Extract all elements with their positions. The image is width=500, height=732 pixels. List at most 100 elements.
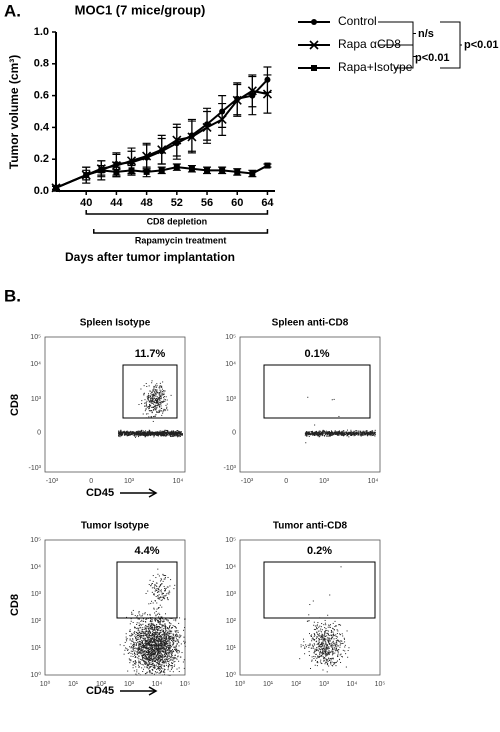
event-dot bbox=[313, 650, 315, 652]
event-dot bbox=[158, 635, 160, 637]
event-dot bbox=[141, 647, 143, 649]
event-dot bbox=[160, 667, 162, 669]
bracket bbox=[440, 21, 462, 69]
event-dot bbox=[156, 410, 158, 412]
event-dot bbox=[166, 657, 168, 659]
event-dot bbox=[159, 431, 161, 433]
event-dot bbox=[340, 653, 342, 655]
event-dot bbox=[118, 433, 120, 435]
event-dot bbox=[154, 667, 156, 669]
event-dot bbox=[313, 621, 315, 623]
event-dot bbox=[172, 434, 174, 436]
event-dot bbox=[159, 400, 161, 402]
event-dot bbox=[127, 649, 129, 651]
event-dot bbox=[305, 433, 307, 435]
event-dot bbox=[153, 397, 155, 399]
event-dot bbox=[150, 602, 152, 604]
event-dot bbox=[149, 613, 151, 615]
event-dot bbox=[153, 400, 155, 402]
event-dot bbox=[329, 434, 331, 436]
event-dot bbox=[168, 664, 170, 666]
event-dot bbox=[145, 433, 147, 435]
event-dot bbox=[152, 389, 154, 391]
event-dot bbox=[334, 620, 336, 622]
event-dot bbox=[170, 659, 172, 661]
event-dot bbox=[172, 431, 174, 433]
event-dot bbox=[164, 642, 166, 644]
event-dot bbox=[153, 635, 155, 637]
tick-label: 10¹ bbox=[263, 681, 274, 688]
event-dot bbox=[181, 652, 183, 654]
event-dot bbox=[361, 432, 363, 434]
event-dot bbox=[133, 433, 135, 435]
event-dot bbox=[145, 383, 147, 385]
tick-label: 0 bbox=[37, 430, 41, 437]
event-dot bbox=[138, 672, 140, 674]
event-dot bbox=[364, 432, 366, 434]
event-dot bbox=[319, 644, 321, 646]
event-dot bbox=[154, 641, 156, 643]
event-dot bbox=[171, 651, 173, 653]
event-dot bbox=[162, 630, 164, 632]
event-dot bbox=[158, 628, 160, 630]
event-dot bbox=[162, 648, 164, 650]
event-dot bbox=[158, 647, 160, 649]
event-dot bbox=[155, 610, 157, 612]
event-dot bbox=[135, 636, 137, 638]
event-dot bbox=[175, 635, 177, 637]
event-dot bbox=[156, 637, 158, 639]
event-dot bbox=[166, 619, 168, 621]
event-dot bbox=[160, 410, 162, 412]
event-dot bbox=[154, 619, 156, 621]
event-dot bbox=[325, 646, 327, 648]
event-dot bbox=[309, 434, 311, 436]
event-dot bbox=[143, 385, 145, 387]
event-dot bbox=[144, 628, 146, 630]
event-dot bbox=[159, 584, 161, 586]
event-dot bbox=[161, 659, 163, 661]
event-dot bbox=[175, 433, 177, 435]
event-dot bbox=[353, 433, 355, 435]
event-dot bbox=[150, 648, 152, 650]
event-dot bbox=[164, 645, 166, 647]
event-dot bbox=[136, 638, 138, 640]
event-dot bbox=[337, 649, 339, 651]
event-dot bbox=[324, 645, 326, 647]
event-dot bbox=[344, 641, 346, 643]
event-dot bbox=[177, 431, 179, 433]
event-dot bbox=[305, 646, 307, 648]
event-dot bbox=[152, 631, 154, 633]
event-dot bbox=[331, 644, 333, 646]
event-dot bbox=[140, 434, 142, 436]
event-dot bbox=[153, 594, 155, 596]
event-dot bbox=[176, 431, 178, 433]
event-dot bbox=[318, 435, 320, 437]
event-dot bbox=[151, 644, 153, 646]
event-dot bbox=[361, 434, 363, 436]
event-dot bbox=[129, 662, 131, 664]
event-dot bbox=[163, 595, 165, 597]
event-dot bbox=[146, 647, 148, 649]
event-dot bbox=[315, 431, 317, 433]
event-dot bbox=[162, 433, 164, 435]
event-dot bbox=[171, 627, 173, 629]
event-dot bbox=[142, 659, 144, 661]
event-dot bbox=[142, 413, 144, 415]
event-dot bbox=[159, 632, 161, 634]
event-dot bbox=[321, 634, 323, 636]
event-dot bbox=[150, 585, 152, 587]
event-dot bbox=[350, 434, 352, 436]
event-dot bbox=[168, 636, 170, 638]
event-dot bbox=[154, 407, 156, 409]
event-dot bbox=[164, 578, 166, 580]
event-dot bbox=[156, 628, 158, 630]
event-dot bbox=[152, 416, 154, 418]
event-dot bbox=[140, 636, 142, 638]
event-dot bbox=[371, 433, 373, 435]
event-dot bbox=[139, 644, 141, 646]
event-dot bbox=[142, 613, 144, 615]
event-dot bbox=[151, 406, 153, 408]
event-dot bbox=[333, 431, 335, 433]
event-dot bbox=[157, 632, 159, 634]
event-dot bbox=[163, 631, 165, 633]
